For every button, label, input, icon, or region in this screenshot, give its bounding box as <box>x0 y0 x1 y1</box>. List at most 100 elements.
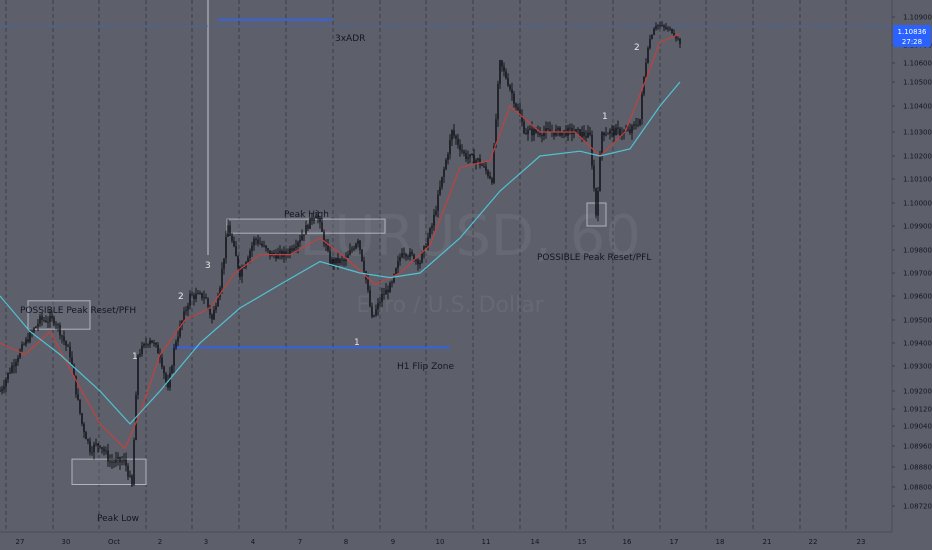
candle-body <box>21 344 23 351</box>
candle-body <box>59 324 61 336</box>
candle-body <box>149 340 151 345</box>
candle-body <box>455 135 457 139</box>
time-tick-label: 17 <box>670 538 679 546</box>
candle-body <box>411 251 413 255</box>
candle-body <box>257 239 259 244</box>
candle-body <box>471 154 473 156</box>
candle-body <box>97 443 99 446</box>
candle-body <box>361 249 363 261</box>
label-peak-high: Peak High <box>284 210 329 220</box>
candle-body <box>335 257 337 264</box>
candle-body <box>671 28 673 34</box>
candle-body <box>473 154 475 164</box>
candle-body <box>519 109 521 116</box>
candle-body <box>41 316 43 321</box>
candle-body <box>527 129 529 135</box>
candle-body <box>341 259 343 261</box>
candle-body <box>101 447 103 449</box>
candle-body <box>213 309 215 320</box>
candle-body <box>303 234 305 236</box>
candle-body <box>127 466 129 477</box>
candle-body <box>299 240 301 243</box>
candle-body <box>451 130 453 140</box>
candle-body <box>187 305 189 311</box>
candle-body <box>87 439 89 442</box>
candle-body <box>457 138 459 145</box>
candle-body <box>71 357 73 365</box>
candle-body <box>619 128 621 135</box>
candle-body <box>503 66 505 72</box>
candle-body <box>11 365 13 373</box>
candle-body <box>531 128 533 136</box>
candle-body <box>201 292 203 299</box>
candle-body <box>525 133 527 135</box>
candle-body <box>277 252 279 259</box>
candle-body <box>579 129 581 137</box>
candle-body <box>573 132 575 135</box>
candle-body <box>637 124 639 126</box>
candle-body <box>405 254 407 257</box>
chart-background <box>0 0 892 532</box>
candle-body <box>389 282 391 293</box>
candle-body <box>421 252 423 263</box>
candle-body <box>635 124 637 126</box>
candle-body <box>325 243 327 246</box>
candle-body <box>431 225 433 229</box>
candle-body <box>373 315 375 317</box>
candle-body <box>321 222 323 232</box>
candle-body <box>339 259 341 263</box>
price-tick-label: 1.09040 <box>903 423 932 431</box>
candle-body <box>353 248 355 250</box>
candle-body <box>43 320 45 321</box>
candle-body <box>665 27 667 29</box>
time-axis[interactable]: 27 30 Oct 2 3 4 7 8 9 10 11 14 15 16 17 18 21 22 23 <box>0 531 892 546</box>
candle-body <box>173 347 175 367</box>
candle-body <box>651 34 653 39</box>
candle-body <box>599 156 601 192</box>
time-tick-label: 7 <box>298 538 302 546</box>
candle-body <box>367 279 369 290</box>
candle-body <box>323 231 325 244</box>
candle-body <box>581 131 583 137</box>
candle-body <box>659 25 661 26</box>
price-tick-label: 1.10500 <box>903 79 932 87</box>
candle-body <box>193 295 195 300</box>
candle-body <box>511 89 513 94</box>
candle-body <box>145 343 147 345</box>
candle-body <box>117 457 119 460</box>
candle-body <box>497 83 499 120</box>
candle-body <box>461 150 463 152</box>
candle-body <box>345 257 347 262</box>
candle-body <box>55 323 57 325</box>
candle-body <box>211 314 213 320</box>
candle-body <box>617 127 619 129</box>
candle-body <box>129 475 131 477</box>
candle-body <box>267 248 269 251</box>
candle-body <box>543 132 545 137</box>
candle-body <box>163 366 165 374</box>
candle-body <box>15 361 17 367</box>
candle-body <box>371 306 373 317</box>
candle-body <box>435 210 437 215</box>
candle-body <box>639 119 641 125</box>
label-h1-flip-zone: H1 Flip Zone <box>397 362 454 372</box>
candle-body <box>227 225 229 237</box>
candle-body <box>281 250 283 257</box>
price-axis[interactable]: 1.109001.107001.106001.105001.104001.103… <box>891 0 932 532</box>
candle-body <box>465 153 467 159</box>
candle-body <box>423 246 425 253</box>
candle-body <box>385 289 387 295</box>
candle-body <box>495 119 497 147</box>
price-tick-label: 1.09200 <box>903 388 932 396</box>
price-tick-label: 1.10400 <box>903 103 932 111</box>
price-tick-label: 1.08960 <box>903 443 932 451</box>
candle-body <box>109 461 111 463</box>
candle-body <box>85 432 87 440</box>
candle-body <box>265 245 267 249</box>
current-price-countdown: 27:28 <box>902 38 922 46</box>
price-tick-label: 1.10600 <box>903 60 932 68</box>
candle-body <box>171 366 173 373</box>
candle-body <box>319 218 321 223</box>
candle-body <box>391 282 393 283</box>
